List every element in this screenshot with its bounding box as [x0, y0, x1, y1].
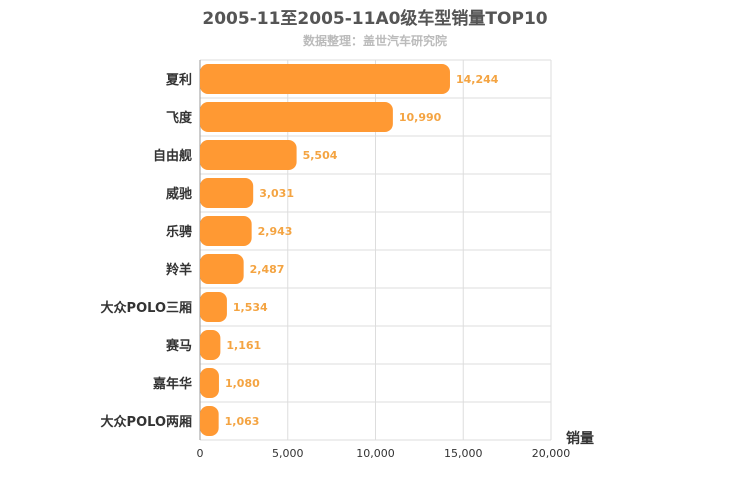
- x-tick-label: 10,000: [356, 447, 395, 460]
- x-tick-label: 0: [197, 447, 204, 460]
- bar: [200, 140, 297, 170]
- category-label: 羚羊: [166, 262, 192, 278]
- data-label: 1,534: [233, 301, 268, 314]
- data-label: 5,504: [303, 149, 338, 162]
- data-label: 1,080: [225, 377, 260, 390]
- data-label: 2,943: [258, 225, 293, 238]
- category-label: 嘉年华: [152, 376, 192, 392]
- chart-subtitle: 数据整理：盖世汽车研究院: [302, 34, 447, 48]
- data-label: 2,487: [250, 263, 285, 276]
- bar: [200, 330, 221, 360]
- category-label: 大众POLO三厢: [101, 300, 192, 316]
- x-tick-label: 5,000: [272, 447, 304, 460]
- category-label: 自由舰: [153, 148, 192, 164]
- category-label: 大众POLO两厢: [101, 414, 192, 430]
- bar: [200, 406, 219, 436]
- x-tick-label: 15,000: [444, 447, 483, 460]
- bar: [200, 178, 254, 208]
- data-label: 1,161: [226, 339, 261, 352]
- bar: [200, 216, 252, 246]
- labels: 0 5,000 10,000 15,000 20,000 夏利 14,244 飞度 10,990…: [101, 72, 571, 460]
- category-label: 夏利: [165, 72, 192, 88]
- data-label: 3,031: [259, 187, 294, 200]
- data-label: 14,244: [456, 73, 499, 86]
- data-label: 10,990: [399, 111, 442, 124]
- category-label: 飞度: [166, 110, 193, 126]
- bar: [200, 368, 219, 398]
- bar: [200, 102, 393, 132]
- x-axis-title: 销量: [566, 430, 594, 447]
- x-tick-label: 20,000: [532, 447, 571, 460]
- bars: [200, 64, 450, 436]
- bar: [200, 254, 244, 284]
- bar: [200, 64, 450, 94]
- bar: [200, 292, 227, 322]
- chart-title: 2005-11至2005-11A0级车型销量TOP10: [202, 9, 548, 29]
- category-label: 威驰: [166, 186, 192, 202]
- category-label: 乐骋: [166, 224, 192, 240]
- category-label: 赛马: [165, 338, 192, 354]
- data-label: 1,063: [225, 415, 260, 428]
